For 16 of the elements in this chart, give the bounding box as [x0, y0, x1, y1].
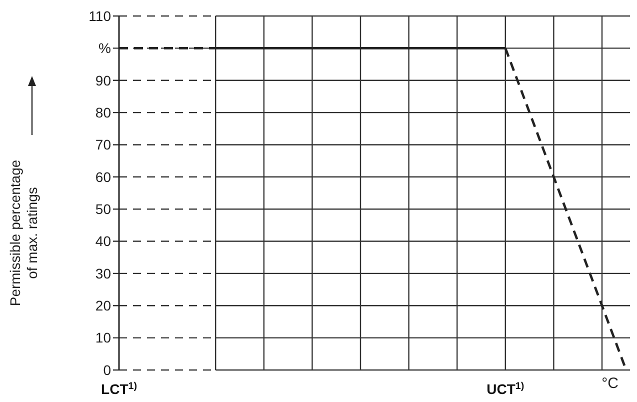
y-tick-label: 50	[95, 200, 112, 217]
x-axis-title: °C	[602, 375, 619, 392]
y-tick-label: 90	[95, 72, 112, 88]
y-tick-label: 110	[88, 8, 112, 24]
y-tick-label: 20	[95, 298, 112, 314]
y-tick-label: 60	[95, 168, 112, 185]
y-tick-label: 70	[95, 136, 112, 153]
y-tick-label: 30	[95, 265, 112, 282]
y-tick-label: 0	[103, 362, 112, 378]
y-tick-label: 80	[95, 104, 112, 120]
y-axis-title: Permissible percentage of max. ratings	[7, 160, 40, 306]
x-tick-label: UCT$^{1)}$	[486, 380, 524, 397]
y-tick-label: %	[98, 40, 111, 56]
y-tick-label: 10	[95, 330, 112, 346]
x-tick-label: LCT$^{1)}$	[101, 380, 137, 397]
y-tick-label: 40	[95, 233, 112, 250]
